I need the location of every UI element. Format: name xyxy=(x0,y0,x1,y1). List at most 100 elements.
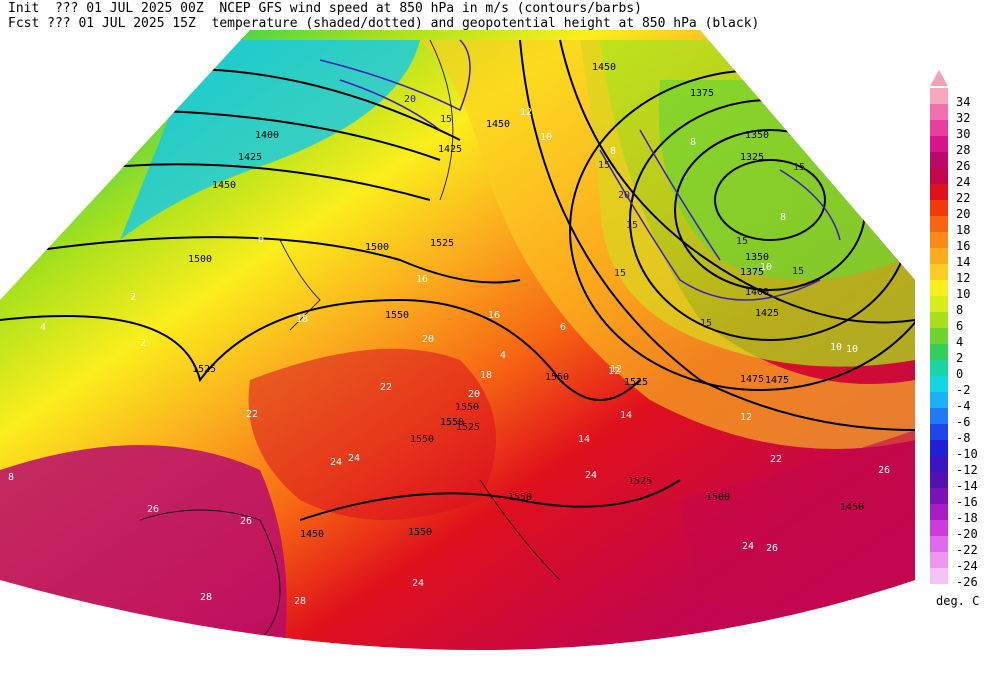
colorbar-label: -8 xyxy=(956,431,971,445)
height-label: 1550 xyxy=(385,310,409,321)
temperature-label: 12 xyxy=(610,364,622,375)
colorbar-swatch xyxy=(930,200,948,216)
wind-speed-label: 15 xyxy=(626,220,638,231)
temperature-label: 12 xyxy=(608,366,620,377)
colorbar-swatch xyxy=(930,168,948,184)
colorbar-label: -6 xyxy=(956,415,971,429)
wind-speed-label: 15 xyxy=(614,268,626,279)
temperature-label: 12 xyxy=(740,412,752,423)
temperature-label: 18 xyxy=(296,314,308,325)
temperature-label: 10 xyxy=(760,262,772,273)
wind-speed-label: 15 xyxy=(736,236,748,247)
temperature-label: 24 xyxy=(412,578,424,589)
temperature-label: 2 xyxy=(130,292,136,303)
coastline-norway xyxy=(429,39,454,201)
colorbar-swatch xyxy=(930,280,948,296)
cold-air-region xyxy=(120,40,420,240)
colorbar-swatch xyxy=(930,184,948,200)
warm-band xyxy=(420,40,915,449)
colorbar-label: 28 xyxy=(956,143,971,157)
colorbar-label: -22 xyxy=(956,543,978,557)
colorbar-swatch xyxy=(930,488,948,504)
height-label: 1400 xyxy=(745,287,769,298)
colorbar-label: 30 xyxy=(956,127,971,141)
wind-speed-label: 20 xyxy=(618,190,630,201)
temperature-label: 24 xyxy=(330,457,342,468)
colorbar-swatch xyxy=(930,456,948,472)
forecast-time-header: Fcst ??? 01 JUL 2025 15Z temperature (sh… xyxy=(8,16,760,31)
height-label: 1375 xyxy=(740,267,764,278)
colorbar-label: -14 xyxy=(956,479,978,493)
temperature-label: 6 xyxy=(560,322,566,333)
colorbar-label: 0 xyxy=(956,367,964,381)
height-label: 1475 xyxy=(740,374,764,385)
colorbar-swatch xyxy=(930,344,948,360)
height-contour xyxy=(559,39,915,324)
temperature-label: 28 xyxy=(200,592,212,603)
height-label: 1525 xyxy=(192,364,216,375)
colorbar-swatch xyxy=(930,408,948,424)
height-label: 1400 xyxy=(255,130,279,141)
colorbar-label: 12 xyxy=(956,271,971,285)
temperature-label: 22 xyxy=(380,382,392,393)
colorbar-swatch xyxy=(930,552,948,568)
height-label: 1500 xyxy=(365,242,389,253)
height-label: 1525 xyxy=(624,377,648,388)
wind-contour xyxy=(339,79,441,131)
colorbar-swatch xyxy=(930,376,948,392)
temperature-label: 4 xyxy=(40,322,46,333)
height-contour xyxy=(0,298,641,401)
temperature-label: 20 xyxy=(468,389,480,400)
colorbar-label: 16 xyxy=(956,239,971,253)
colorbar-label: 8 xyxy=(956,303,964,317)
colorbar-label: -16 xyxy=(956,495,978,509)
temperature-label: 16 xyxy=(488,310,500,321)
temperature-label: 26 xyxy=(878,465,890,476)
colorbar-label: 22 xyxy=(956,191,971,205)
temperature-label: 26 xyxy=(240,516,252,527)
temperature-label: 0 xyxy=(258,234,264,245)
colorbar-swatch xyxy=(930,568,948,584)
colorbar-label: 20 xyxy=(956,207,971,221)
temperature-label: 22 xyxy=(770,454,782,465)
colorbar-swatch xyxy=(930,264,948,280)
height-label: 1450 xyxy=(592,62,616,73)
temperature-label: 22 xyxy=(246,409,258,420)
temperature-label: 8 xyxy=(690,137,696,148)
colorbar-label: -4 xyxy=(956,399,971,413)
height-label: 1375 xyxy=(690,88,714,99)
colorbar-swatch xyxy=(930,152,948,168)
colorbar-label: 6 xyxy=(956,319,964,333)
wind-speed-label: 15 xyxy=(793,162,805,173)
temperature-label: 24 xyxy=(742,541,754,552)
colorbar-label: -26 xyxy=(956,575,978,589)
colorbar-label: -12 xyxy=(956,463,978,477)
colorbar-swatch xyxy=(930,328,948,344)
colorbar-label: 24 xyxy=(956,175,971,189)
colorbar-label: -18 xyxy=(956,511,978,525)
colorbar-label: 4 xyxy=(956,335,964,349)
height-label: 1525 xyxy=(456,422,480,433)
colorbar-swatch xyxy=(930,520,948,536)
wind-contour xyxy=(779,169,841,241)
colorbar-swatch xyxy=(930,472,948,488)
colorbar-swatch xyxy=(930,440,948,456)
temperature-label: 18 xyxy=(480,370,492,381)
colorbar-max-arrow xyxy=(930,70,948,86)
hot-region-iberia xyxy=(0,445,287,650)
wind-contour xyxy=(639,129,721,261)
colorbar-swatch xyxy=(930,536,948,552)
colorbar-swatch xyxy=(930,360,948,376)
coastline-iberia xyxy=(139,509,281,641)
colorbar-swatch xyxy=(930,312,948,328)
hot-region-france xyxy=(248,348,496,520)
height-label: 1450 xyxy=(840,502,864,513)
wind-speed-label: 20 xyxy=(404,94,416,105)
init-time-header: Init ??? 01 JUL 2025 00Z NCEP GFS wind s… xyxy=(8,1,642,16)
height-label: 1550 xyxy=(440,417,464,428)
height-label: 1525 xyxy=(628,476,652,487)
low-center-contour xyxy=(714,159,826,241)
height-label: 1450 xyxy=(300,529,324,540)
wind-speed-label: 15 xyxy=(598,160,610,171)
